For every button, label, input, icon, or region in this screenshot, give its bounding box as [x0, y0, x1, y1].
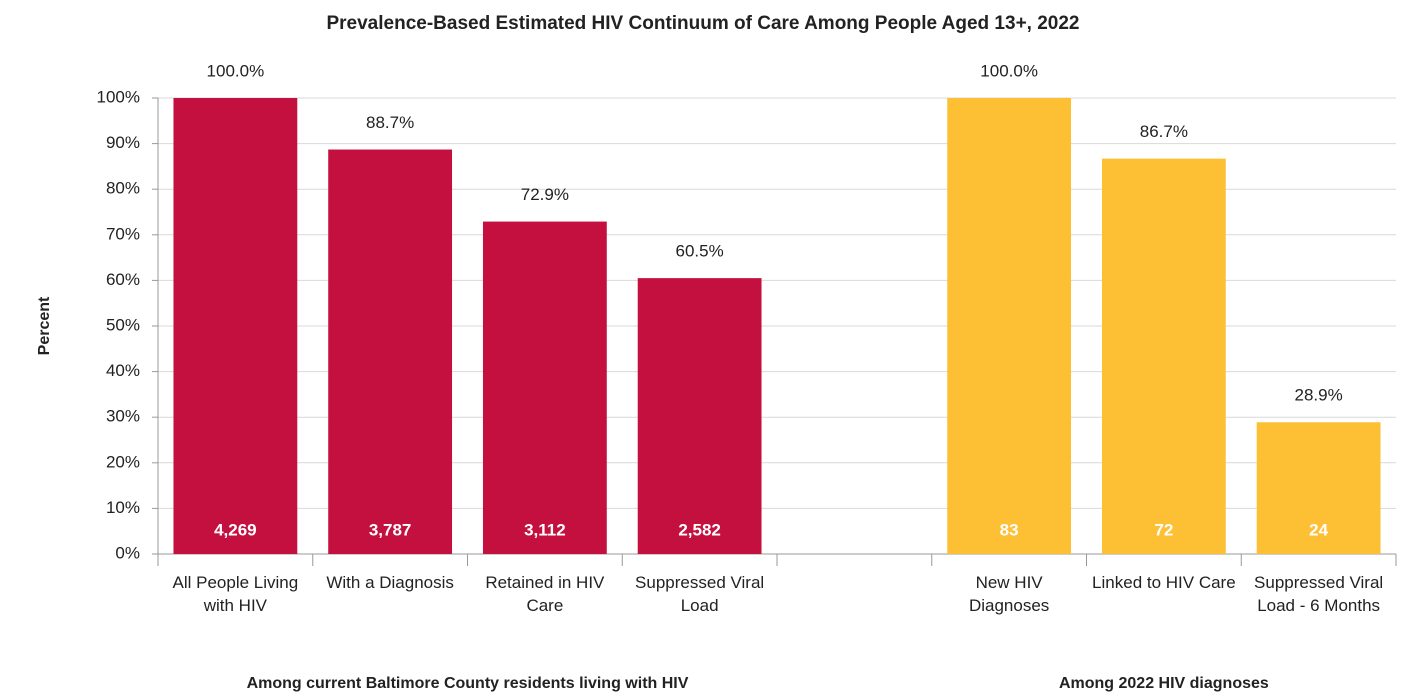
x-tick-label: Linked to HIV Care	[1092, 573, 1236, 592]
value-label: 60.5%	[676, 242, 724, 261]
value-label: 72.9%	[521, 185, 569, 204]
y-tick-label: 80%	[106, 179, 140, 198]
bar	[328, 149, 453, 554]
x-tick-label: Suppressed Viral Load - 6 Months	[1254, 573, 1384, 615]
value-label: 100.0%	[980, 61, 1038, 80]
count-label: 4,269	[214, 520, 257, 539]
x-tick-label: All People Living with HIV	[172, 573, 299, 615]
x-tick-label: Retained in HIV Care	[485, 573, 605, 615]
y-tick-label: 100%	[97, 87, 140, 106]
bar	[173, 98, 298, 554]
y-tick-label: 50%	[106, 315, 140, 334]
y-tick-label: 20%	[106, 452, 140, 471]
y-tick-label: 60%	[106, 270, 140, 289]
y-tick-label: 0%	[115, 543, 140, 562]
y-tick-label: 30%	[106, 407, 140, 426]
count-label: 24	[1309, 520, 1328, 539]
value-label: 28.9%	[1295, 386, 1343, 405]
count-label: 3,787	[369, 520, 412, 539]
y-axis-label: Percent	[36, 296, 53, 355]
x-tick-label: Suppressed Viral Load	[635, 573, 765, 615]
x-tick-label: New HIV Diagnoses	[968, 573, 1050, 615]
bar	[947, 98, 1072, 554]
chart-title: Prevalence-Based Estimated HIV Continuum…	[326, 13, 1079, 34]
bar	[482, 221, 607, 555]
count-label: 83	[1000, 520, 1019, 539]
y-tick-label: 40%	[106, 361, 140, 380]
count-label: 2,582	[678, 520, 721, 539]
x-tick-label: With a Diagnosis	[326, 573, 454, 592]
count-label: 72	[1154, 520, 1173, 539]
y-tick-label: 10%	[106, 498, 140, 517]
x-group-label: Among 2022 HIV diagnoses	[1059, 675, 1269, 692]
value-label: 86.7%	[1140, 122, 1188, 141]
y-tick-label: 90%	[106, 133, 140, 152]
bar	[1101, 158, 1226, 554]
x-group-label: Among current Baltimore County residents…	[247, 675, 689, 692]
value-label: 100.0%	[207, 61, 265, 80]
bar	[1256, 422, 1381, 554]
count-label: 3,112	[524, 520, 566, 539]
value-label: 88.7%	[366, 113, 414, 132]
bar	[637, 278, 762, 554]
y-tick-label: 70%	[106, 224, 140, 243]
